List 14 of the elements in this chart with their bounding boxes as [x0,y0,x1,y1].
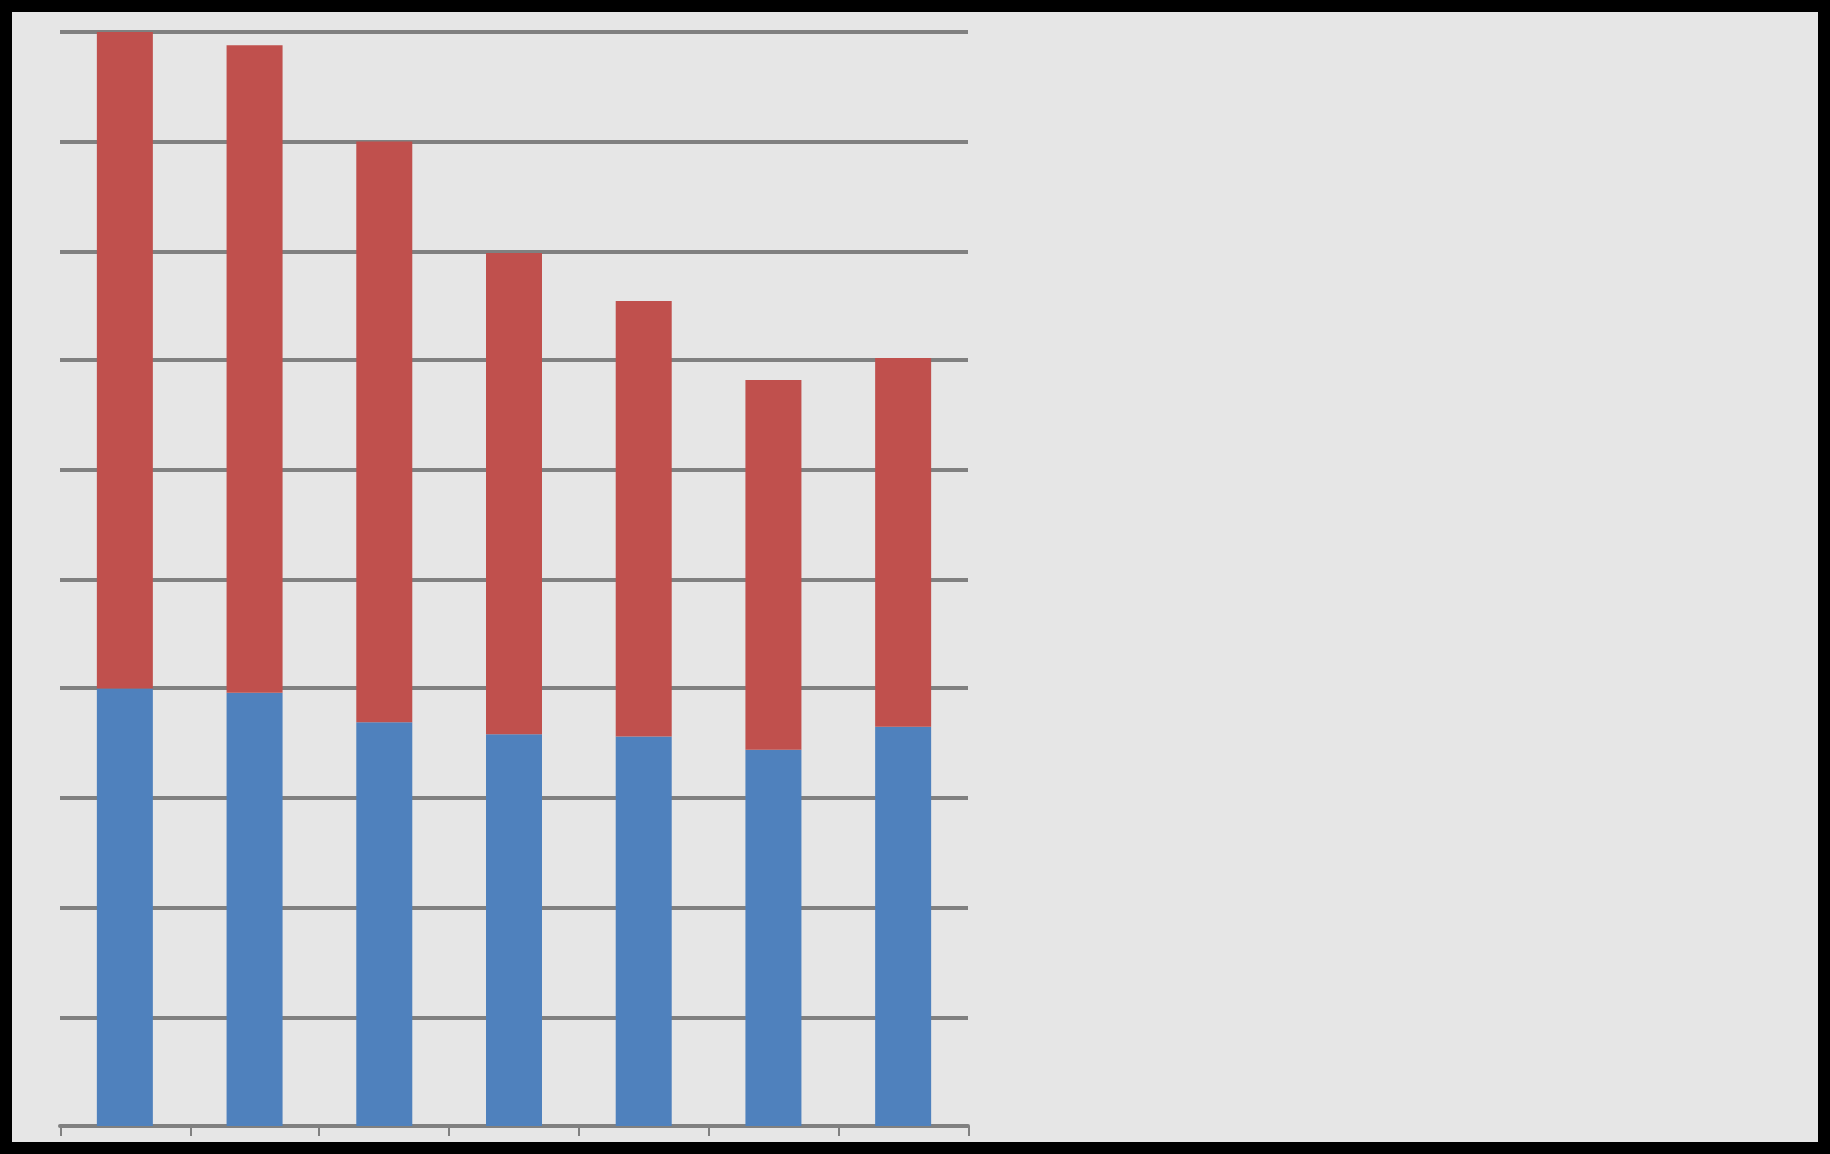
bar [745,749,802,1126]
bar [96,688,153,1126]
bar [875,726,932,1126]
bar [615,301,672,737]
bar [356,722,413,1126]
bar [96,32,153,689]
bar [356,141,413,723]
bar [226,45,283,693]
bar [745,379,802,750]
bar [615,736,672,1126]
bar [486,734,542,1126]
bar [875,358,932,727]
bar [226,692,283,1126]
bar [486,252,542,735]
